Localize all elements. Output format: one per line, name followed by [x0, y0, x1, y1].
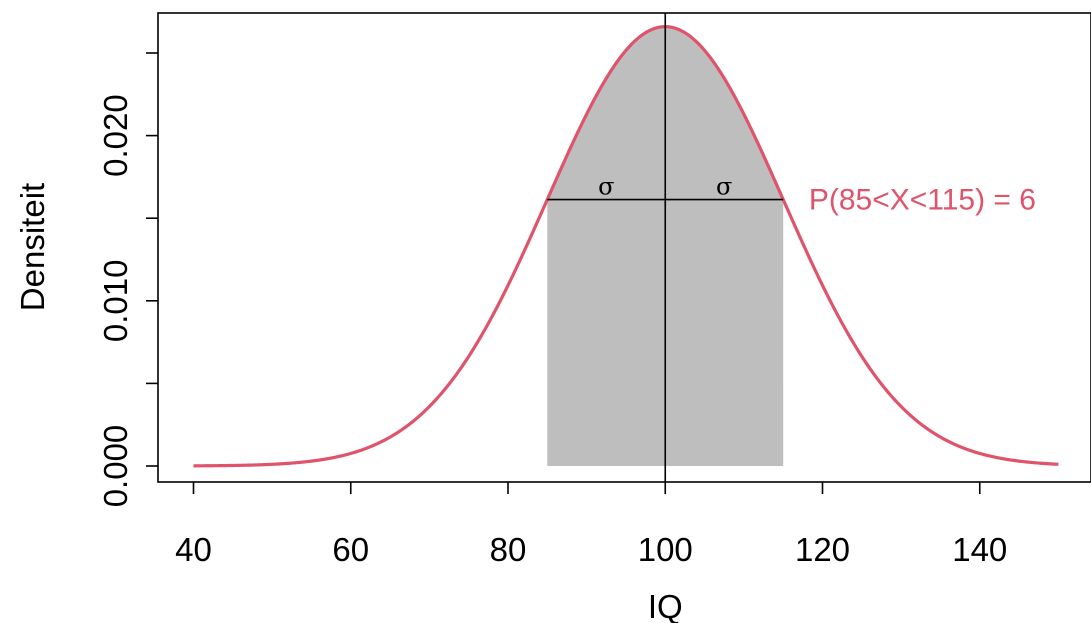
density-curve	[193, 25, 1059, 468]
axes-layer	[146, 12, 1091, 494]
x-axis-title: IQ	[648, 588, 683, 623]
probability-annotation: P(85<X<115) = 6	[809, 184, 1036, 217]
y-tick-label: 0.010	[97, 260, 134, 343]
x-tick-label: 100	[638, 531, 693, 568]
y-axis-title: Densiteit	[14, 183, 51, 311]
x-tick-label: 40	[175, 531, 212, 568]
y-tick-label: 0.020	[97, 94, 134, 177]
x-tick-label: 140	[952, 531, 1007, 568]
y-tick-label: 0.000	[97, 425, 134, 508]
sigma-label: σ	[716, 173, 732, 201]
sigma-label: σ	[598, 173, 614, 201]
labels-layer: 40 60 80 100 120 140 0.000 0.010 0.020 IQ Densitei…	[14, 94, 1036, 623]
reference-lines-layer	[547, 13, 784, 482]
x-tick-label: 80	[490, 531, 527, 568]
x-tick-label: 60	[332, 531, 369, 568]
density-curve-layer	[193, 25, 1059, 468]
x-tick-label: 120	[795, 531, 850, 568]
plot-frame	[157, 12, 1091, 483]
